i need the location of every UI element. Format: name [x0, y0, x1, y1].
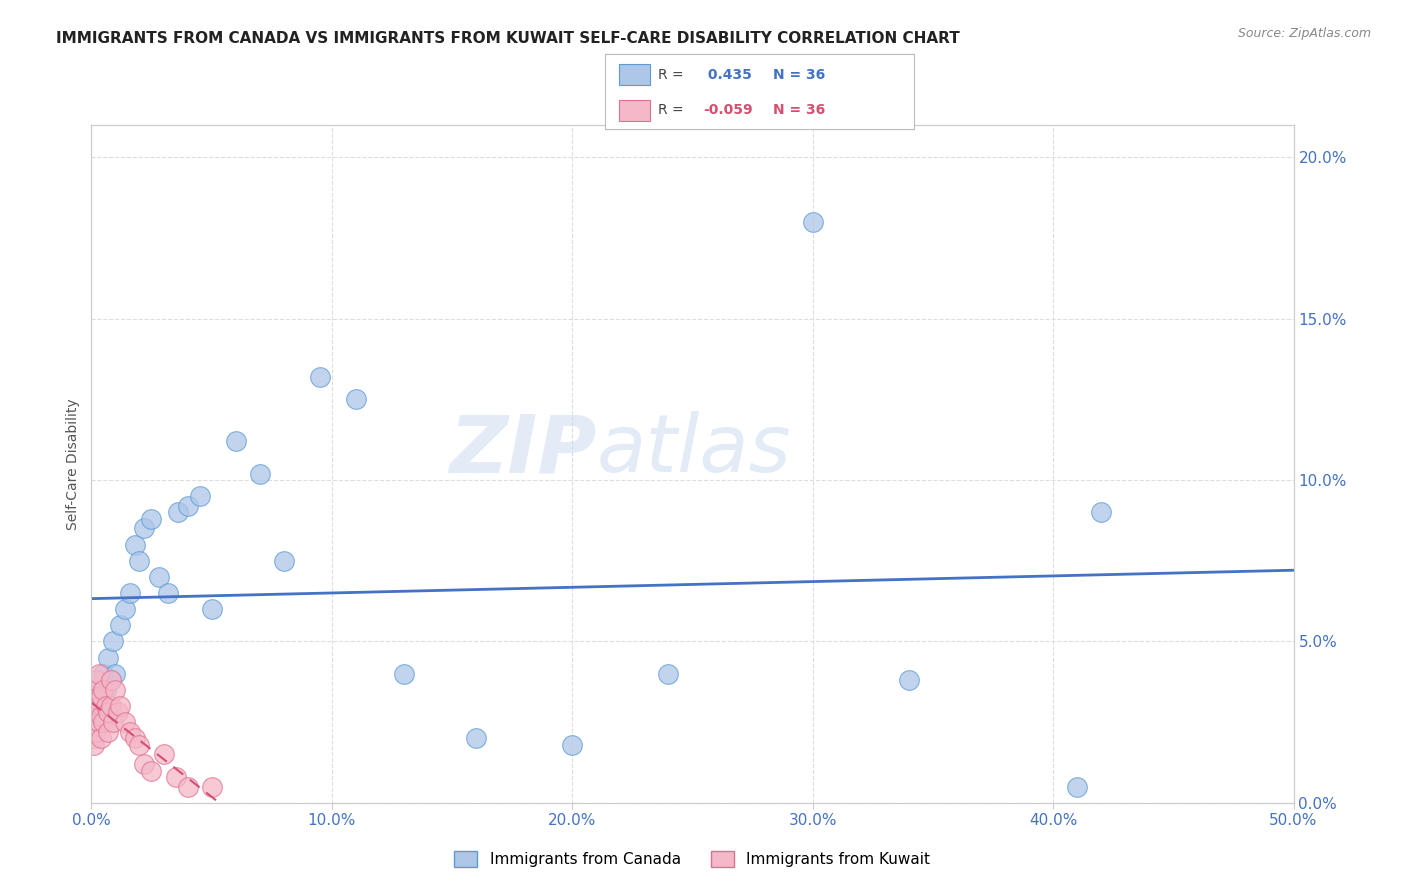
- Point: [84, 692, 107, 706]
- Text: -0.059: -0.059: [703, 103, 752, 118]
- Point: [83, 715, 105, 730]
- Point: [465, 731, 488, 746]
- Point: [165, 770, 187, 784]
- Text: Source: ZipAtlas.com: Source: ZipAtlas.com: [1237, 27, 1371, 40]
- Point: [114, 602, 136, 616]
- Point: [128, 738, 150, 752]
- Point: [141, 764, 163, 778]
- Point: [101, 715, 124, 730]
- Point: [118, 724, 141, 739]
- Point: [90, 731, 112, 746]
- Point: [134, 757, 156, 772]
- Point: [90, 690, 112, 704]
- Point: [128, 554, 150, 568]
- Point: [124, 537, 146, 551]
- Point: [273, 554, 295, 568]
- Point: [157, 586, 180, 600]
- Point: [94, 698, 117, 713]
- Point: [897, 673, 920, 687]
- Point: [93, 682, 115, 697]
- Y-axis label: Self-Care Disability: Self-Care Disability: [66, 398, 80, 530]
- Point: [141, 512, 163, 526]
- Point: [344, 392, 367, 407]
- Point: [1090, 505, 1112, 519]
- Point: [110, 698, 132, 713]
- Point: [84, 706, 107, 720]
- Point: [94, 682, 117, 697]
- Point: [93, 666, 115, 681]
- Text: atlas: atlas: [596, 411, 792, 490]
- Text: R =: R =: [658, 103, 683, 118]
- Point: [84, 682, 107, 697]
- Point: [114, 715, 136, 730]
- Point: [201, 602, 224, 616]
- Point: [104, 682, 127, 697]
- Point: [201, 780, 224, 794]
- Point: [107, 706, 129, 720]
- Point: [84, 673, 107, 687]
- Point: [657, 666, 679, 681]
- Point: [1066, 780, 1088, 794]
- Text: 0.435: 0.435: [703, 68, 752, 82]
- Point: [152, 747, 174, 762]
- Point: [100, 698, 122, 713]
- Point: [90, 708, 112, 723]
- Point: [134, 521, 156, 535]
- Point: [101, 634, 124, 648]
- Point: [83, 682, 105, 697]
- Point: [392, 666, 415, 681]
- Point: [83, 731, 105, 746]
- Point: [87, 706, 110, 720]
- Point: [118, 586, 141, 600]
- Point: [188, 489, 211, 503]
- Point: [97, 706, 120, 720]
- Point: [90, 692, 112, 706]
- Point: [87, 715, 110, 730]
- Point: [110, 618, 132, 632]
- Text: R =: R =: [658, 68, 683, 82]
- Point: [124, 731, 146, 746]
- Point: [308, 369, 330, 384]
- Text: N = 36: N = 36: [773, 68, 825, 82]
- Point: [561, 738, 583, 752]
- Point: [176, 499, 198, 513]
- Point: [176, 780, 198, 794]
- Point: [97, 650, 120, 665]
- Point: [97, 724, 120, 739]
- Point: [100, 673, 122, 687]
- Text: ZIP: ZIP: [449, 411, 596, 490]
- Point: [167, 505, 190, 519]
- Point: [83, 738, 105, 752]
- Point: [104, 666, 127, 681]
- Point: [87, 698, 110, 713]
- Text: N = 36: N = 36: [773, 103, 825, 118]
- Point: [83, 698, 105, 713]
- Point: [93, 715, 115, 730]
- Point: [148, 570, 170, 584]
- Point: [83, 698, 105, 713]
- Legend: Immigrants from Canada, Immigrants from Kuwait: Immigrants from Canada, Immigrants from …: [449, 845, 936, 873]
- Point: [225, 434, 247, 449]
- Point: [87, 666, 110, 681]
- Point: [801, 215, 824, 229]
- Point: [100, 673, 122, 687]
- Point: [84, 724, 107, 739]
- Point: [249, 467, 271, 481]
- Text: IMMIGRANTS FROM CANADA VS IMMIGRANTS FROM KUWAIT SELF-CARE DISABILITY CORRELATIO: IMMIGRANTS FROM CANADA VS IMMIGRANTS FRO…: [56, 31, 960, 46]
